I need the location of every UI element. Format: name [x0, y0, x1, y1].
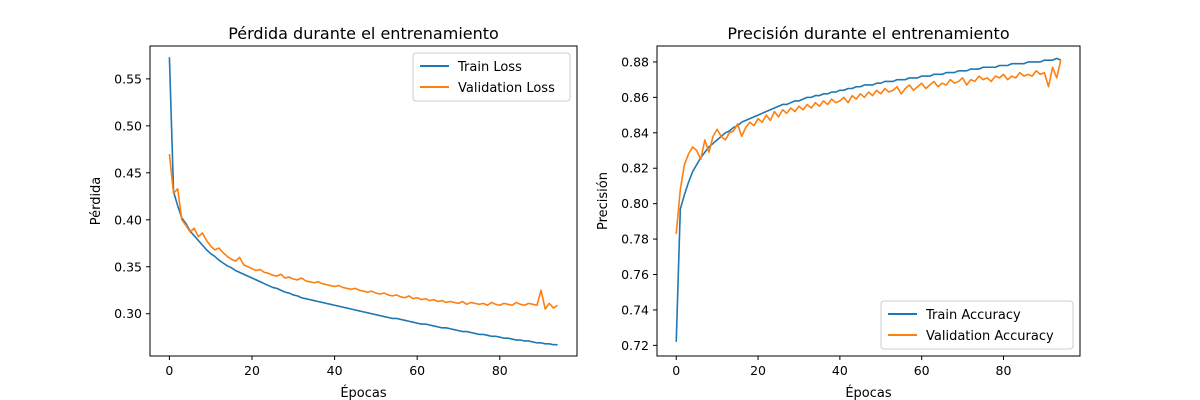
- loss-legend: Train Loss Validation Loss: [412, 52, 571, 102]
- loss-ytick-label: 0.35: [114, 259, 142, 274]
- accuracy-series-train-line: [675, 57, 1062, 342]
- loss-xtick-label: 0: [165, 363, 173, 378]
- accuracy-xlabel: Épocas: [845, 385, 892, 400]
- loss-xtick-label: 80: [492, 363, 508, 378]
- loss-series-train-line: [168, 57, 558, 346]
- accuracy-xtick-label: 40: [832, 363, 848, 378]
- loss-ytick-label: 0.30: [114, 306, 142, 321]
- accuracy-panel: Precisión durante el entrenamiento Época…: [596, 24, 1081, 400]
- loss-ytick-label: 0.40: [114, 212, 142, 227]
- accuracy-ytick-label: 0.84: [621, 125, 649, 140]
- loss-xlabel: Épocas: [340, 385, 387, 400]
- loss-legend-label-train: Train Loss: [457, 60, 522, 75]
- accuracy-ytick-label: 0.74: [621, 302, 649, 317]
- loss-xtick-label: 20: [244, 363, 260, 378]
- loss-title: Pérdida durante el entrenamiento: [228, 24, 499, 43]
- accuracy-ticks: 0 20 40 60 80 0.72 0.74 0.76 0.78 0.80 0.82 0.84 0.8…: [621, 54, 1011, 378]
- accuracy-lines: [675, 57, 1062, 342]
- loss-ytick-label: 0.55: [114, 71, 142, 86]
- loss-ylabel: Pérdida: [89, 177, 104, 226]
- accuracy-xtick-label: 0: [672, 363, 680, 378]
- accuracy-ylabel: Precisión: [596, 172, 611, 230]
- loss-panel: Pérdida durante el entrenamiento Épocas …: [89, 24, 578, 400]
- loss-legend-box: [412, 52, 571, 102]
- accuracy-ytick-label: 0.86: [621, 90, 649, 105]
- loss-lines: [168, 57, 559, 346]
- accuracy-plot-frame: [656, 45, 1081, 357]
- accuracy-ytick-label: 0.72: [621, 338, 649, 353]
- accuracy-xtick-label: 60: [914, 363, 930, 378]
- accuracy-ytick-label: 0.82: [621, 161, 649, 176]
- accuracy-legend-label-validation: Validation Accuracy: [926, 329, 1054, 344]
- loss-series-validation-line: [168, 153, 559, 310]
- accuracy-legend: Train Accuracy Validation Accuracy: [880, 300, 1074, 350]
- loss-ytick-label: 0.45: [114, 165, 142, 180]
- loss-ytick-label: 0.50: [114, 118, 142, 133]
- loss-xtick-label: 40: [327, 363, 343, 378]
- loss-plot-frame: [149, 45, 578, 357]
- loss-xtick-label: 60: [409, 363, 425, 378]
- loss-legend-label-validation: Validation Loss: [458, 81, 555, 96]
- accuracy-legend-box: [880, 300, 1074, 350]
- accuracy-ytick-label: 0.80: [621, 196, 649, 211]
- accuracy-xtick-label: 80: [996, 363, 1012, 378]
- accuracy-xtick-label: 20: [750, 363, 766, 378]
- accuracy-ytick-label: 0.88: [621, 54, 649, 69]
- accuracy-ytick-label: 0.76: [621, 267, 649, 282]
- accuracy-title: Precisión durante el entrenamiento: [727, 24, 1009, 43]
- accuracy-series-validation-line: [675, 59, 1062, 234]
- accuracy-ytick-label: 0.78: [621, 232, 649, 247]
- accuracy-legend-label-train: Train Accuracy: [925, 308, 1021, 323]
- loss-ticks: 0 20 40 60 80 0.30 0.35 0.40 0.45 0.50 0.55: [114, 71, 508, 378]
